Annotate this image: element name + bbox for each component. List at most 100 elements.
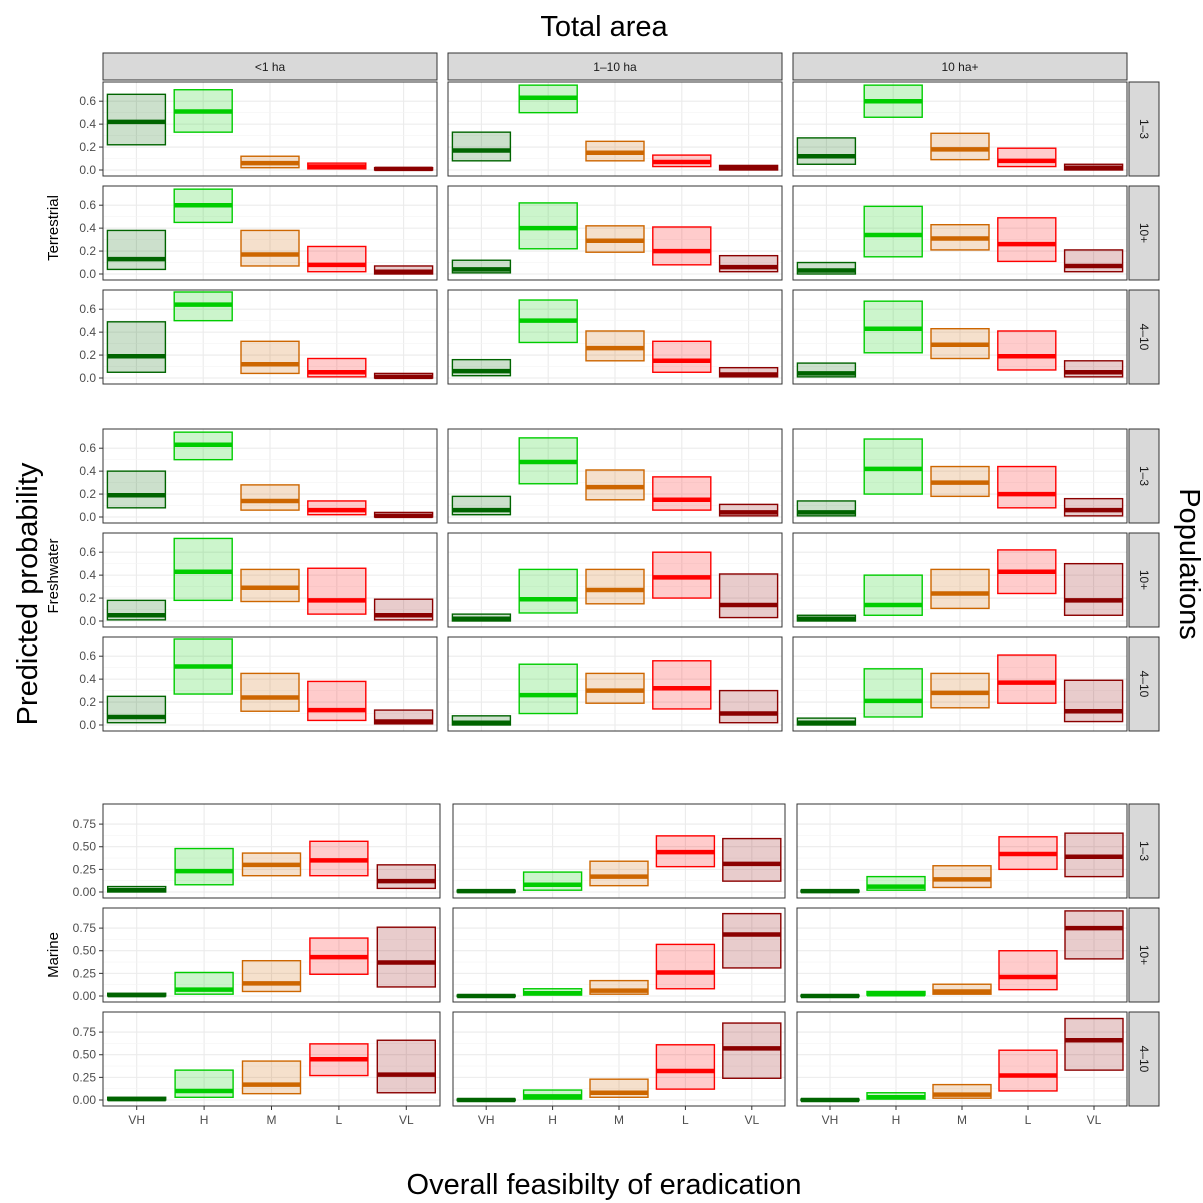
panel: [102, 907, 441, 1003]
x-tick-label: L: [682, 1113, 689, 1127]
box-vh: [106, 229, 167, 271]
y-axis: 0.00 0.25 0.50 0.75: [73, 1025, 103, 1107]
box-m: [589, 979, 649, 995]
y-tick-label: 0.4: [79, 325, 96, 339]
gridlines: [103, 908, 440, 1002]
interval-box: [652, 476, 712, 511]
box-h: [522, 871, 583, 891]
row-strip-label: 4–10: [1137, 1046, 1151, 1073]
box-vh: [451, 259, 512, 274]
interval-box: [863, 438, 923, 495]
column-strip-label: 10 ha+: [941, 60, 978, 74]
box-l: [998, 950, 1058, 991]
interval-box: [589, 860, 649, 887]
box-h: [173, 188, 233, 224]
column-strip: <1 ha: [102, 52, 438, 81]
panel-border: [102, 803, 441, 899]
box-vl: [1063, 163, 1124, 171]
box-vh: [796, 614, 857, 622]
box-vl: [373, 372, 434, 380]
panel: [102, 428, 438, 524]
panel: [102, 532, 438, 628]
box-l: [655, 943, 716, 990]
interval-box: [106, 321, 167, 373]
box-vh: [796, 717, 857, 726]
row-strip: 4–10: [1128, 636, 1160, 732]
panel-border: [102, 428, 438, 524]
box-vl: [373, 166, 434, 172]
habitat-label: Marine: [45, 932, 62, 978]
row-strip-bg: [1128, 636, 1160, 732]
box-vl: [1063, 679, 1124, 723]
row-strip-label: 10+: [1137, 570, 1151, 590]
box-vl: [1063, 562, 1124, 616]
panel-border: [447, 428, 783, 524]
habitat-label: Freshwater: [45, 538, 62, 613]
interval-box: [518, 568, 578, 614]
interval-box: [930, 132, 990, 161]
y-tick-label: 0.2: [79, 348, 96, 362]
box-m: [589, 860, 649, 887]
interval-box: [997, 330, 1057, 371]
box-vl: [722, 1022, 782, 1079]
box-l: [998, 1049, 1058, 1092]
y-tick-label: 0.0: [79, 510, 96, 524]
y-tick-label: 0.00: [73, 885, 97, 899]
box-vh: [796, 500, 857, 517]
y-tick-label: 0.4: [79, 221, 96, 235]
box-h: [863, 574, 923, 616]
y-tick-label: 0.6: [79, 545, 96, 559]
y-axis: 0.0 0.2 0.4 0.6: [79, 545, 103, 628]
x-tick-label: H: [548, 1113, 557, 1127]
box-vh: [800, 888, 860, 894]
panel-border: [102, 289, 438, 385]
box-vh: [106, 1096, 167, 1102]
x-tick-label: H: [892, 1113, 901, 1127]
box-h: [866, 990, 926, 997]
panel-border: [792, 636, 1128, 732]
box-vh: [796, 261, 857, 275]
interval-box: [518, 202, 578, 250]
gridlines: [103, 186, 437, 280]
box-vl: [373, 709, 434, 725]
x-tick-label: H: [200, 1113, 209, 1127]
box-m: [585, 568, 645, 605]
box-vh: [451, 495, 512, 516]
box-m: [932, 1083, 992, 1099]
y-tick-label: 0.25: [73, 862, 97, 876]
panel: [452, 907, 786, 1003]
interval-box: [863, 668, 923, 718]
interval-box: [1064, 910, 1124, 960]
interval-box: [930, 672, 990, 709]
gridlines: [797, 908, 1127, 1002]
interval-box: [585, 469, 645, 501]
box-l: [652, 340, 712, 373]
y-tick-label: 0.2: [79, 695, 96, 709]
box-vl: [1064, 832, 1124, 878]
box-m: [240, 484, 300, 511]
panel: [792, 289, 1128, 385]
interval-box: [930, 568, 990, 610]
y-tick-label: 0.6: [79, 302, 96, 316]
interval-box: [652, 660, 712, 710]
panel: [792, 81, 1128, 177]
box-h: [863, 438, 923, 495]
gridlines: [797, 1012, 1127, 1106]
habitat-group-marine: Marine 0.00 0.25 0.50 0.75 1–3 0.00 0.25 0.50 0.7…: [45, 803, 1160, 1127]
panel: [447, 636, 783, 732]
panel: [792, 636, 1128, 732]
interval-box: [652, 551, 712, 599]
x-tick-label: M: [957, 1113, 967, 1127]
box-h: [866, 875, 926, 891]
interval-box: [997, 654, 1057, 704]
row-strip-bg: [1128, 803, 1160, 899]
interval-box: [997, 147, 1057, 168]
box-vl: [718, 573, 779, 619]
interval-box: [376, 926, 436, 988]
x-axis: VH H M L VL: [128, 1106, 414, 1127]
panel: [792, 532, 1128, 628]
panel: [102, 185, 438, 281]
x-tick-label: VL: [744, 1113, 759, 1127]
panel: [102, 1011, 441, 1107]
gridlines: [103, 804, 440, 898]
